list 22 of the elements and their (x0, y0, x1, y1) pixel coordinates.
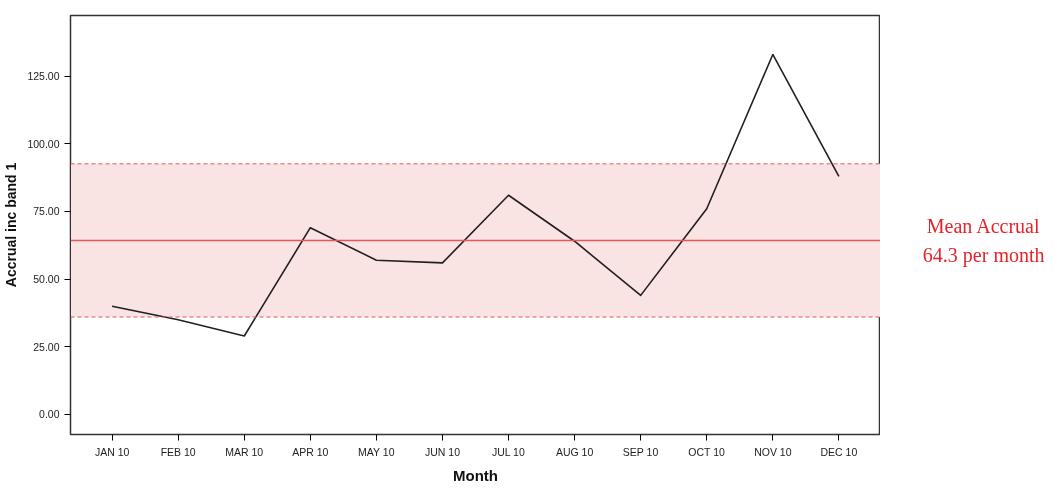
x-tick-label: FEB 10 (160, 445, 196, 458)
x-tick-label: AUG 10 (555, 445, 594, 458)
y-tick-label: 75.00 (33, 205, 60, 218)
x-tick-label: OCT 10 (688, 445, 726, 458)
y-tick-label: 0.00 (39, 408, 60, 421)
line-series (111, 53, 840, 337)
x-tick-label: NOV 10 (754, 445, 792, 458)
y-tick-label: 100.00 (27, 137, 60, 150)
x-tick-label: DEC 10 (820, 445, 858, 458)
x-tick-label: MAR 10 (225, 445, 264, 458)
ref-line-label: Mean Accrual 64.3 per month (922, 215, 1045, 267)
x-tick-label: JUL 10 (491, 445, 525, 458)
y-tick-label: 25.00 (33, 340, 60, 353)
x-axis-title: Month (453, 466, 498, 484)
x-tick-label: MAY 10 (358, 445, 395, 458)
y-axis-title: Accrual inc band 1 (3, 162, 20, 288)
y-tick-label: 50.00 (33, 273, 60, 286)
x-tick-label: SEP 10 (622, 445, 659, 458)
x-tick-label: JUN 10 (424, 445, 461, 458)
y-tick-label: 125.00 (27, 70, 60, 83)
x-tick-label: JAN 10 (94, 445, 130, 458)
x-tick-label: APR 10 (292, 445, 329, 458)
